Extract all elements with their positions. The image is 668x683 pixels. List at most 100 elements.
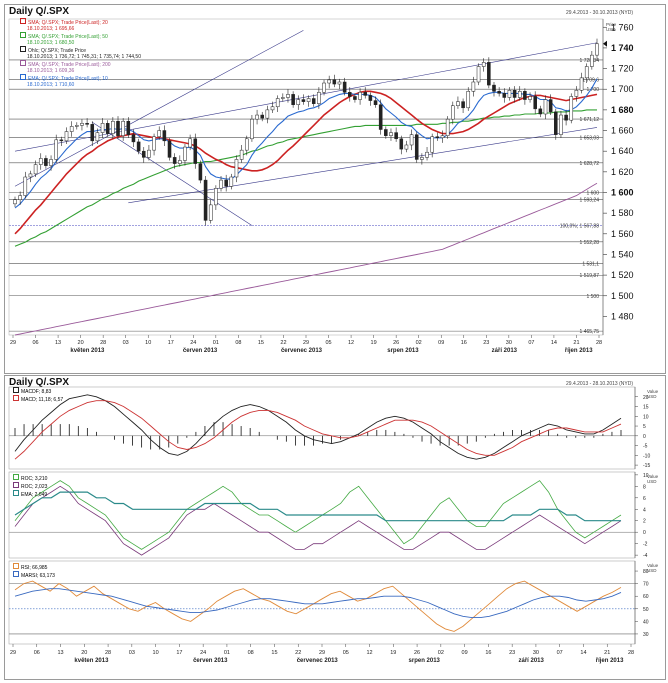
legend-sma200-value: 18.10.2013; 1 609,36 bbox=[27, 68, 75, 74]
candle-body bbox=[317, 92, 321, 104]
y-axis-tick-label: 1 660 bbox=[611, 126, 634, 136]
indicator-x-axis-tick-label: 22 bbox=[295, 650, 301, 656]
candle-body bbox=[265, 109, 270, 119]
candle-body bbox=[219, 179, 223, 189]
indicator-x-axis-tick-label: 13 bbox=[57, 650, 63, 656]
x-axis-month-label: červen 2013 bbox=[183, 348, 218, 354]
candle-body bbox=[373, 100, 378, 105]
rsi-y-tick-label: 30 bbox=[643, 632, 649, 638]
x-axis-tick-label: 13 bbox=[55, 340, 61, 346]
candle-body bbox=[152, 136, 156, 151]
level-label: 1 500 bbox=[586, 294, 599, 300]
x-axis-tick-label: 07 bbox=[528, 340, 534, 346]
candle-body bbox=[167, 140, 172, 158]
indicator-x-axis-tick-label: 23 bbox=[509, 650, 515, 656]
level-label: 1 653,03 bbox=[580, 136, 600, 142]
indicator-x-axis-tick-label: 20 bbox=[81, 650, 87, 656]
roc-y-tick-label: 10 bbox=[643, 473, 649, 479]
legend-marsi: MARSI; 63,173 bbox=[13, 571, 55, 579]
indicator-x-axis-tick-label: 01 bbox=[224, 650, 230, 656]
level-label: 1 728,34 bbox=[580, 58, 600, 64]
y-axis-tick-label: 1 540 bbox=[611, 249, 634, 259]
y-axis-tick-label: 1 600 bbox=[611, 187, 634, 197]
x-axis-tick-label: 28 bbox=[596, 340, 602, 346]
indicator-chart-svg: -15-10-505101520ValueUSD-4-20246810Value… bbox=[8, 386, 659, 664]
price-chart-legend: SMA; Q/.SPX; Trade Price(Last); 20 18.10… bbox=[20, 18, 141, 88]
indicator-x-axis-tick-label: 10 bbox=[153, 650, 159, 656]
candle-body bbox=[260, 114, 265, 119]
candle-body bbox=[559, 114, 563, 135]
candle-body bbox=[147, 149, 151, 158]
candle-body bbox=[286, 94, 290, 98]
x-axis-tick-label: 20 bbox=[78, 340, 84, 346]
candle-body bbox=[291, 94, 295, 105]
level-label: 1 465,75 bbox=[580, 329, 600, 335]
x-axis-month-label: srpen 2013 bbox=[387, 348, 419, 354]
x-axis-tick-label: 03 bbox=[123, 340, 129, 346]
indicator-x-axis-tick-label: 30 bbox=[533, 650, 539, 656]
indicator-x-axis-tick-label: 29 bbox=[10, 650, 16, 656]
legend-macdf-swatch bbox=[13, 387, 19, 393]
rsi-series-line bbox=[14, 580, 622, 632]
candle-body bbox=[131, 134, 136, 143]
legend-roc1-swatch bbox=[13, 474, 19, 480]
candle-body bbox=[497, 91, 501, 94]
candle-body bbox=[105, 123, 110, 134]
legend-roc-ema-label: EMA; 2,049 bbox=[21, 492, 48, 498]
indicator-x-axis-month-label: květen 2013 bbox=[74, 658, 109, 664]
legend-sma20-value: 18.10.2013; 1 695,66 bbox=[27, 26, 75, 32]
indicator-x-axis-tick-label: 07 bbox=[557, 650, 563, 656]
legend-ohlc-label: Ohlc; Q/.SPX; Trade Price bbox=[28, 48, 87, 54]
indicator-x-axis-tick-label: 16 bbox=[485, 650, 491, 656]
x-axis-tick-label: 02 bbox=[416, 340, 422, 346]
legend-sma20-swatch bbox=[20, 18, 26, 24]
rsi-series-line bbox=[14, 588, 622, 619]
legend-rsi-label: RSI; 66,985 bbox=[21, 565, 48, 571]
roc-y-tick-label: 6 bbox=[643, 496, 646, 502]
candle-body bbox=[517, 91, 522, 98]
indicator-chart-panel: Daily Q/.SPX 29.4.2013 - 28.10.2013 (NYD… bbox=[4, 375, 666, 680]
macd-y-tick-label: 20 bbox=[643, 395, 649, 401]
candle-body bbox=[95, 132, 100, 142]
candle-body bbox=[363, 92, 368, 96]
candle-body bbox=[358, 92, 362, 100]
candle-body bbox=[389, 132, 393, 136]
price-chart-svg: 1 728,34 1 709,6 1 700 1 671,12 1 653,03 1 62… bbox=[8, 18, 634, 354]
macd-y-tick-label: 0 bbox=[643, 434, 646, 440]
candle-body bbox=[13, 199, 17, 205]
candle-body bbox=[75, 125, 79, 127]
legend-macd: MACD; 11,18; 6,57 bbox=[13, 395, 63, 403]
legend-ohlc-value: 18.10.2013; 1 736,72; 1 745,31; 1 735,74… bbox=[27, 54, 141, 60]
x-axis-tick-label: 23 bbox=[483, 340, 489, 346]
x-axis-tick-label: 26 bbox=[393, 340, 399, 346]
candle-body bbox=[281, 97, 285, 99]
legend-macd-swatch bbox=[13, 395, 19, 401]
x-axis-tick-label: 17 bbox=[168, 340, 174, 346]
candle-body bbox=[244, 138, 249, 151]
rsi-y-tick-label: 60 bbox=[643, 594, 649, 600]
candle-body bbox=[270, 106, 275, 111]
candle-body bbox=[23, 176, 28, 196]
legend-macdf-label: MACDF; 8,83 bbox=[21, 389, 52, 395]
candle-body bbox=[111, 120, 115, 134]
candle-body bbox=[445, 118, 450, 136]
channel-bottom-line bbox=[128, 127, 598, 204]
roc-y-tick-label: 2 bbox=[643, 519, 646, 525]
indicator-x-axis-tick-label: 09 bbox=[462, 650, 468, 656]
level-label: 1 600 bbox=[586, 190, 599, 196]
sma20-line bbox=[14, 90, 598, 235]
candle-body bbox=[507, 90, 512, 98]
price-chart-panel: Daily Q/.SPX 29.4.2013 - 30.10.2013 (NYD… bbox=[4, 4, 666, 374]
candle-body bbox=[569, 96, 574, 121]
rsi-unit-currency: USD bbox=[647, 568, 657, 573]
level-label: 1 593,24 bbox=[580, 197, 600, 203]
indicator-x-axis-tick-label: 19 bbox=[390, 650, 396, 656]
legend-ema10-label: EMA; Q/.SPX; Trade Price(Last); 10 bbox=[28, 76, 108, 82]
candle-body bbox=[250, 118, 254, 140]
macd-y-tick-label: -15 bbox=[643, 463, 650, 469]
candle-body bbox=[466, 91, 471, 109]
candle-body bbox=[471, 81, 476, 92]
indicator-x-axis-tick-label: 14 bbox=[580, 650, 586, 656]
candle-body bbox=[239, 149, 244, 160]
x-axis-month-label: květen 2013 bbox=[70, 348, 105, 354]
